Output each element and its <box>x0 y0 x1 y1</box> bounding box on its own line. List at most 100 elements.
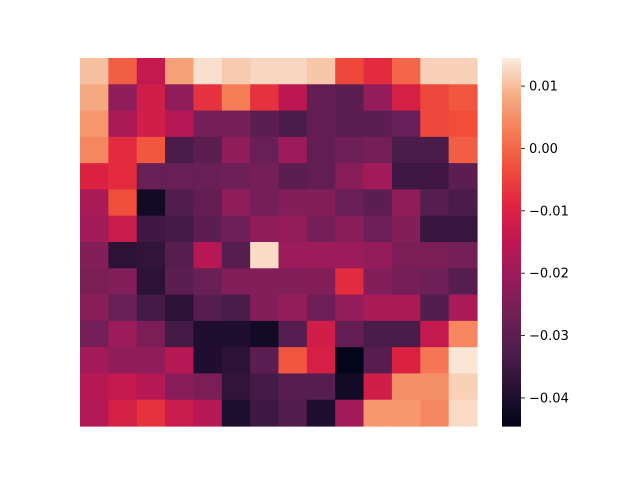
colorbar-segment <box>502 98 521 101</box>
heatmap-cell-r1-c4 <box>193 84 223 112</box>
heatmap-cell-r6-c10 <box>363 215 393 243</box>
heatmap-cell-r8-c8 <box>306 268 336 296</box>
heatmap-cell-r4-c11 <box>391 163 421 191</box>
colorbar-segment <box>502 274 521 277</box>
colorbar-segment <box>502 70 521 73</box>
heatmap-cell-r5-c7 <box>278 189 308 217</box>
heatmap-cell-r0-c7 <box>278 58 308 85</box>
heatmap-cell-r3-c6 <box>250 136 280 164</box>
colorbar-segment <box>502 286 521 289</box>
heatmap-cell-r6-c2 <box>136 215 166 243</box>
heatmap-cell-r13-c10 <box>363 399 393 427</box>
colorbar-segment <box>502 424 521 427</box>
heatmap-cell-r4-c6 <box>250 163 280 191</box>
heatmap-cell-r3-c3 <box>165 136 195 164</box>
heatmap-cell-r4-c10 <box>363 163 393 191</box>
heatmap-cell-r12-c4 <box>193 373 223 401</box>
heatmap-cell-r9-c13 <box>448 294 478 322</box>
colorbar-segment <box>502 366 521 369</box>
heatmap-cell-r11-c4 <box>193 347 223 375</box>
heatmap-cell-r8-c12 <box>420 268 450 296</box>
heatmap-cell-r11-c10 <box>363 347 393 375</box>
colorbar-segment <box>502 166 521 169</box>
heatmap-cell-r0-c2 <box>136 58 166 85</box>
colorbar-segment <box>502 346 521 349</box>
colorbar-segment <box>502 360 521 363</box>
heatmap-cell-r7-c0 <box>80 242 109 269</box>
colorbar-segment <box>502 62 521 65</box>
heatmap-cell-r8-c9 <box>335 268 365 296</box>
colorbar-segment <box>502 284 521 287</box>
heatmap-cell-r5-c8 <box>306 189 336 217</box>
heatmap-cell-r11-c9 <box>335 347 365 375</box>
colorbar-segment <box>502 106 521 109</box>
heatmap-cell-r8-c13 <box>448 268 478 296</box>
colorbar-segment <box>502 388 521 391</box>
colorbar-segment <box>502 322 521 325</box>
colorbar-segment <box>502 282 521 285</box>
heatmap-cell-r6-c13 <box>448 215 478 243</box>
heatmap-cell-r4-c7 <box>278 163 308 191</box>
heatmap-cell-r7-c9 <box>335 242 365 269</box>
heatmap-cell-r5-c9 <box>335 189 365 217</box>
heatmap-cell-r2-c9 <box>335 110 365 138</box>
colorbar-segment <box>502 138 521 141</box>
heatmap-cell-r12-c12 <box>420 373 450 401</box>
heatmap-cell-r3-c9 <box>335 136 365 164</box>
heatmap-cell-r13-c6 <box>250 399 280 427</box>
colorbar-segment <box>502 92 521 95</box>
heatmap-cell-r12-c7 <box>278 373 308 401</box>
heatmap-cell-r5-c3 <box>165 189 195 217</box>
colorbar-segment <box>502 176 521 179</box>
colorbar-segment <box>502 224 521 227</box>
heatmap-cell-r5-c6 <box>250 189 280 217</box>
colorbar-segment <box>502 294 521 297</box>
heatmap-cell-r3-c10 <box>363 136 393 164</box>
colorbar-segment <box>502 146 521 149</box>
heatmap-cell-r11-c5 <box>221 347 251 375</box>
colorbar-segment <box>502 82 521 85</box>
colorbar-segment <box>502 368 521 371</box>
colorbar-segment <box>502 320 521 323</box>
colorbar-segment <box>502 382 521 385</box>
colorbar-segment <box>502 250 521 253</box>
heatmap-cell-r12-c9 <box>335 373 365 401</box>
heatmap-cell-r12-c3 <box>165 373 195 401</box>
colorbar-segment <box>502 276 521 279</box>
heatmap-cell-r10-c1 <box>108 320 138 348</box>
colorbar-segment <box>502 228 521 231</box>
colorbar-segment <box>502 374 521 377</box>
colorbar-segment <box>502 318 521 321</box>
heatmap-cell-r9-c7 <box>278 294 308 322</box>
colorbar-segment <box>502 362 521 365</box>
colorbar-segment <box>502 380 521 383</box>
heatmap-cell-r8-c11 <box>391 268 421 296</box>
heatmap-cell-r6-c4 <box>193 215 223 243</box>
colorbar-segment <box>502 172 521 175</box>
colorbar-segment <box>502 148 521 151</box>
heatmap-cell-r9-c5 <box>221 294 251 322</box>
colorbar-tick-label: 0.01 <box>529 80 558 95</box>
heatmap-cell-r0-c6 <box>250 58 280 85</box>
heatmap-cell-r5-c1 <box>108 189 138 217</box>
heatmap-cell-r1-c7 <box>278 84 308 112</box>
colorbar-segment <box>502 394 521 397</box>
colorbar-segment <box>502 72 521 75</box>
colorbar-segment <box>502 310 521 313</box>
colorbar-segment <box>502 60 521 63</box>
heatmap-cell-r12-c11 <box>391 373 421 401</box>
colorbar-segment <box>502 252 521 255</box>
heatmap-cell-r9-c1 <box>108 294 138 322</box>
colorbar-segment <box>502 90 521 93</box>
heatmap-cell-r9-c10 <box>363 294 393 322</box>
colorbar-segment <box>502 124 521 127</box>
colorbar-segment <box>502 110 521 113</box>
colorbar-segment <box>502 330 521 333</box>
heatmap-cell-r4-c1 <box>108 163 138 191</box>
heatmap-cell-r1-c10 <box>363 84 393 112</box>
heatmap-cell-r7-c1 <box>108 242 138 269</box>
heatmap-cell-r5-c2 <box>136 189 166 217</box>
heatmap-cell-r13-c9 <box>335 399 365 427</box>
heatmap-cell-r2-c10 <box>363 110 393 138</box>
heatmap-cell-r7-c6 <box>250 242 280 269</box>
